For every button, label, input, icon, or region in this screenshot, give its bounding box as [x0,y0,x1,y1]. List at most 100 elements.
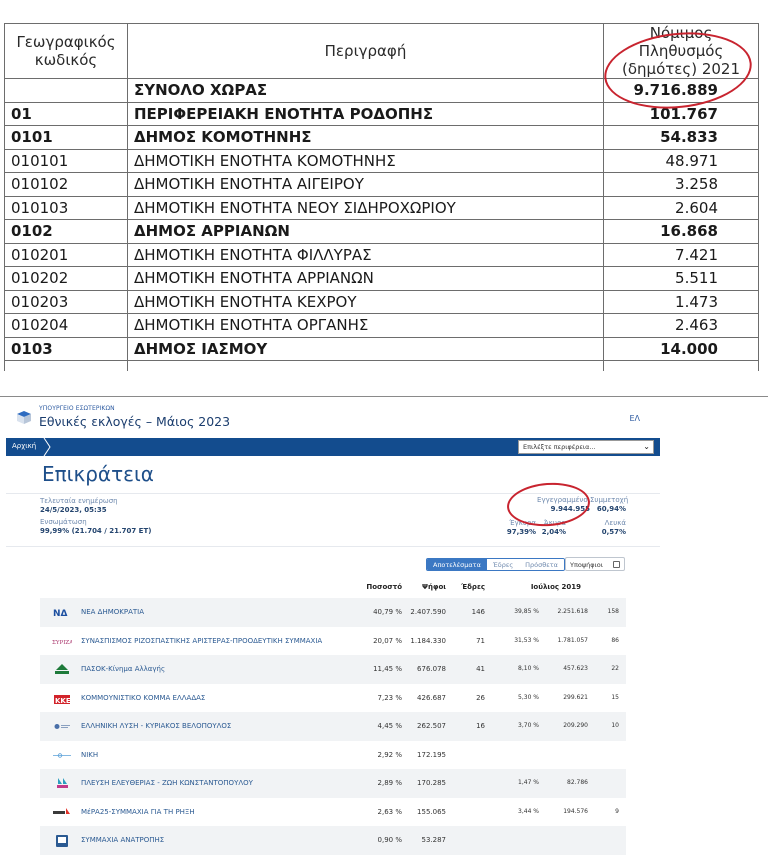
party-name[interactable]: ΝΙΚΗ [81,750,99,759]
row-population: 101.767 [603,101,759,126]
site-title[interactable]: Εθνικές εκλογές – Μάιος 2023 [39,414,231,429]
site-header: ΥΠΟΥΡΓΕΙΟ ΕΣΩΤΕΡΙΚΩΝ Εθνικές εκλογές – Μ… [6,398,660,438]
party-name[interactable]: ΝΕΑ ΔΗΜΟΚΡΑΤΙΑ [81,608,145,616]
row-description: ΔΗΜΟΣ ΑΡΡΙΑΝΩΝ [127,219,604,244]
chevron-right-icon [43,438,51,456]
party-pct-2019: 3,44 % [518,807,539,815]
party-pct-2019: 5,30 % [518,693,539,701]
party-row[interactable]: ΕΛΛΗΝΙΚΗ ΛΥΣΗ - ΚΥΡΙΑΚΟΣ ΒΕΛΟΠΟΥΛΟΣ 4,45… [40,712,626,741]
language-switch[interactable]: ΕΛ [629,414,640,423]
blank-value: 0,57% [601,528,626,536]
candidates-toggle[interactable]: Υποψήφιοι [565,557,625,571]
party-name[interactable]: ΚΟΜΜΟΥΝΙΣΤΙΚΟ ΚΟΜΜΑ ΕΛΛΑΔΑΣ [81,693,206,702]
checkbox[interactable] [613,561,620,568]
election-results-page: ΥΠΟΥΡΓΕΙΟ ΕΣΩΤΕΡΙΚΩΝ Εθνικές εκλογές – Μ… [6,398,660,855]
stat-valid: Έγκυρα 97,39% [506,519,536,540]
party-row[interactable]: ΜέΡΑ25-ΣΥΜΜΑΧΙΑ ΓΙΑ ΤΗ ΡΗΞΗ 2,63 % 155.0… [40,798,626,827]
symmaxia-anatropis-logo-icon [56,835,68,847]
party-name[interactable]: ΠΑΣΟΚ-Κίνημα Αλλαγής [81,665,166,673]
row-population: 7.421 [603,242,759,267]
party-row[interactable]: ΝΙΚΗ 2,92 % 172.195 [40,741,626,770]
census-row: 010202 ΔΗΜΟΤΙΚΗ ΕΝΟΤΗΤΑ ΑΡΡΙΑΝΩΝ 5.511 [4,266,759,291]
party-pct: 11,45 % [373,665,402,673]
party-votes-2019: 2.251.618 [557,608,588,615]
tab-results[interactable]: Αποτελέσματα [427,559,487,570]
svg-text:ΝΔ: ΝΔ [53,609,68,619]
row-population: 2.604 [603,195,759,220]
region-select[interactable]: Επιλέξτε περιφέρεια... ⌄ [518,440,654,454]
party-seats: 16 [476,722,485,730]
party-row[interactable]: ΠΛΕΥΣΗ ΕΛΕΥΘΕΡΙΑΣ - ΖΩΗ ΚΩΝΣΤΑΝΤΟΠΟΥΛΟΥ … [40,769,626,798]
ballot-box-icon [17,411,31,424]
header-votes: Ψήφοι [422,583,446,591]
svg-text:KKE: KKE [55,697,71,705]
census-row: 010101 ΔΗΜΟΤΙΚΗ ΕΝΟΤΗΤΑ ΚΟΜΟΤΗΝΗΣ 48.971 [4,148,759,173]
row-population: 1.473 [603,289,759,314]
party-votes: 172.195 [417,750,446,759]
party-pct: 40,79 % [373,608,402,616]
row-code: 0103 [4,336,128,361]
divider [6,546,660,547]
stat-invalid: Άκυρα 2,04% [540,519,566,540]
registered-value: 9.944.955 [550,505,590,513]
party-votes-2019: 194.576 [563,807,588,815]
census-row: ΣΥΝΟΛΟ ΧΩΡΑΣ 9.716.889 [4,78,759,103]
party-votes: 53.287 [421,836,447,844]
results-header: Ποσοστό Ψήφοι Έδρες Ιούλιος 2019 [40,582,626,598]
party-seats-2019: 158 [607,608,619,615]
party-pct-2019: 1,47 % [518,779,539,786]
row-description: ΔΗΜΟΤΙΚΗ ΕΝΟΤΗΤΑ ΝΕΟΥ ΣΙΔΗΡΟΧΩΡΙΟΥ [127,195,604,220]
row-population: 14.000 [603,336,759,361]
row-description: ΔΗΜΟΤΙΚΗ ΕΝΟΤΗΤΑ ΟΡΓΑΝΗΣ [127,313,604,338]
party-name[interactable]: ΣΥΜΜΑΧΙΑ ΑΝΑΤΡΟΠΗΣ [81,836,165,844]
page-title: Επικράτεια [42,462,154,486]
row-code [4,78,128,103]
header-description: Περιγραφή [127,23,604,79]
blank-label: Λευκά [604,519,626,527]
row-description: ΔΗΜΟΤΙΚΗ ΕΝΟΤΗΤΑ ΚΟΜΟΤΗΝΗΣ [127,148,604,173]
pasok-logo-icon [55,664,69,674]
row-code: 0101 [4,125,128,150]
last-update-label: Τελευταία ενημέρωση [40,497,118,505]
party-name[interactable]: ΕΛΛΗΝΙΚΗ ΛΥΣΗ - ΚΥΡΙΑΚΟΣ ΒΕΛΟΠΟΥΛΟΣ [81,722,232,730]
row-population: 9.716.889 [603,78,759,103]
party-row[interactable]: ΝΔ ΝΕΑ ΔΗΜΟΚΡΑΤΙΑ 40,79 % 2.407.590 146 … [40,598,626,627]
party-votes: 2.407.590 [410,608,446,616]
results-tabs: Αποτελέσματα Έδρες Πρόσθετα [426,558,565,571]
party-pct: 2,63 % [377,807,402,816]
party-seats: 146 [471,608,485,616]
row-description: ΣΥΝΟΛΟ ΧΩΡΑΣ [127,78,604,103]
region-select-value: Επιλέξτε περιφέρεια... [523,443,596,451]
svg-text:ΣΥΡΙΖΑ: ΣΥΡΙΖΑ [52,640,72,646]
row-code: 010203 [4,289,128,314]
chevron-down-icon: ⌄ [643,442,650,451]
party-seats: 26 [476,693,485,702]
row-description: ΔΗΜΟΣ ΙΑΣΜΟΥ [127,336,604,361]
party-pct: 4,45 % [377,722,402,730]
header-seats: Έδρες [461,583,485,591]
party-votes-2019: 299.621 [563,693,588,701]
turnout-label: Συμμετοχή [590,496,629,504]
party-name[interactable]: ΜέΡΑ25-ΣΥΜΜΑΧΙΑ ΓΙΑ ΤΗ ΡΗΞΗ [81,807,195,816]
tab-seats[interactable]: Έδρες [486,559,520,570]
row-population: 16.868 [603,219,759,244]
party-row[interactable]: ΠΑΣΟΚ-Κίνημα Αλλαγής 11,45 % 676.078 41 … [40,655,626,684]
header-previous: Ιούλιος 2019 [530,583,581,591]
breadcrumb-home[interactable]: Αρχική [12,442,37,450]
party-row[interactable]: ΣΥΡΙΖΑ ΣΥΝΑΣΠΙΣΜΟΣ ΡΙΖΟΣΠΑΣΤΙΚΗΣ ΑΡΙΣΤΕΡ… [40,627,626,656]
row-population: 3.258 [603,172,759,197]
tab-extras[interactable]: Πρόσθετα [519,559,564,570]
row-population: 54.833 [603,125,759,150]
party-name[interactable]: ΣΥΝΑΣΠΙΣΜΟΣ ΡΙΖΟΣΠΑΣΤΙΚΗΣ ΑΡΙΣΤΕΡΑΣ-ΠΡΟΟ… [81,636,323,645]
last-update-value: 24/5/2023, 05:35 [40,506,107,514]
census-row: 0103 ΔΗΜΟΣ ΙΑΣΜΟΥ 14.000 [4,336,759,361]
party-row[interactable]: KKE ΚΟΜΜΟΥΝΙΣΤΙΚΟ ΚΟΜΜΑ ΕΛΛΑΔΑΣ 7,23 % 4… [40,684,626,713]
party-votes: 262.507 [417,722,446,730]
party-votes: 155.065 [417,807,446,816]
candidates-toggle-label: Υποψήφιοι [570,561,603,569]
valid-label: Έγκυρα [509,519,536,527]
census-row-cutoff [4,360,759,371]
party-name[interactable]: ΠΛΕΥΣΗ ΕΛΕΥΘΕΡΙΑΣ - ΖΩΗ ΚΩΝΣΤΑΝΤΟΠΟΥΛΟΥ [81,779,253,787]
party-row[interactable]: ΣΥΜΜΑΧΙΑ ΑΝΑΤΡΟΠΗΣ 0,90 % 53.287 [40,826,626,855]
turnout-value: 60,94% [596,505,626,513]
